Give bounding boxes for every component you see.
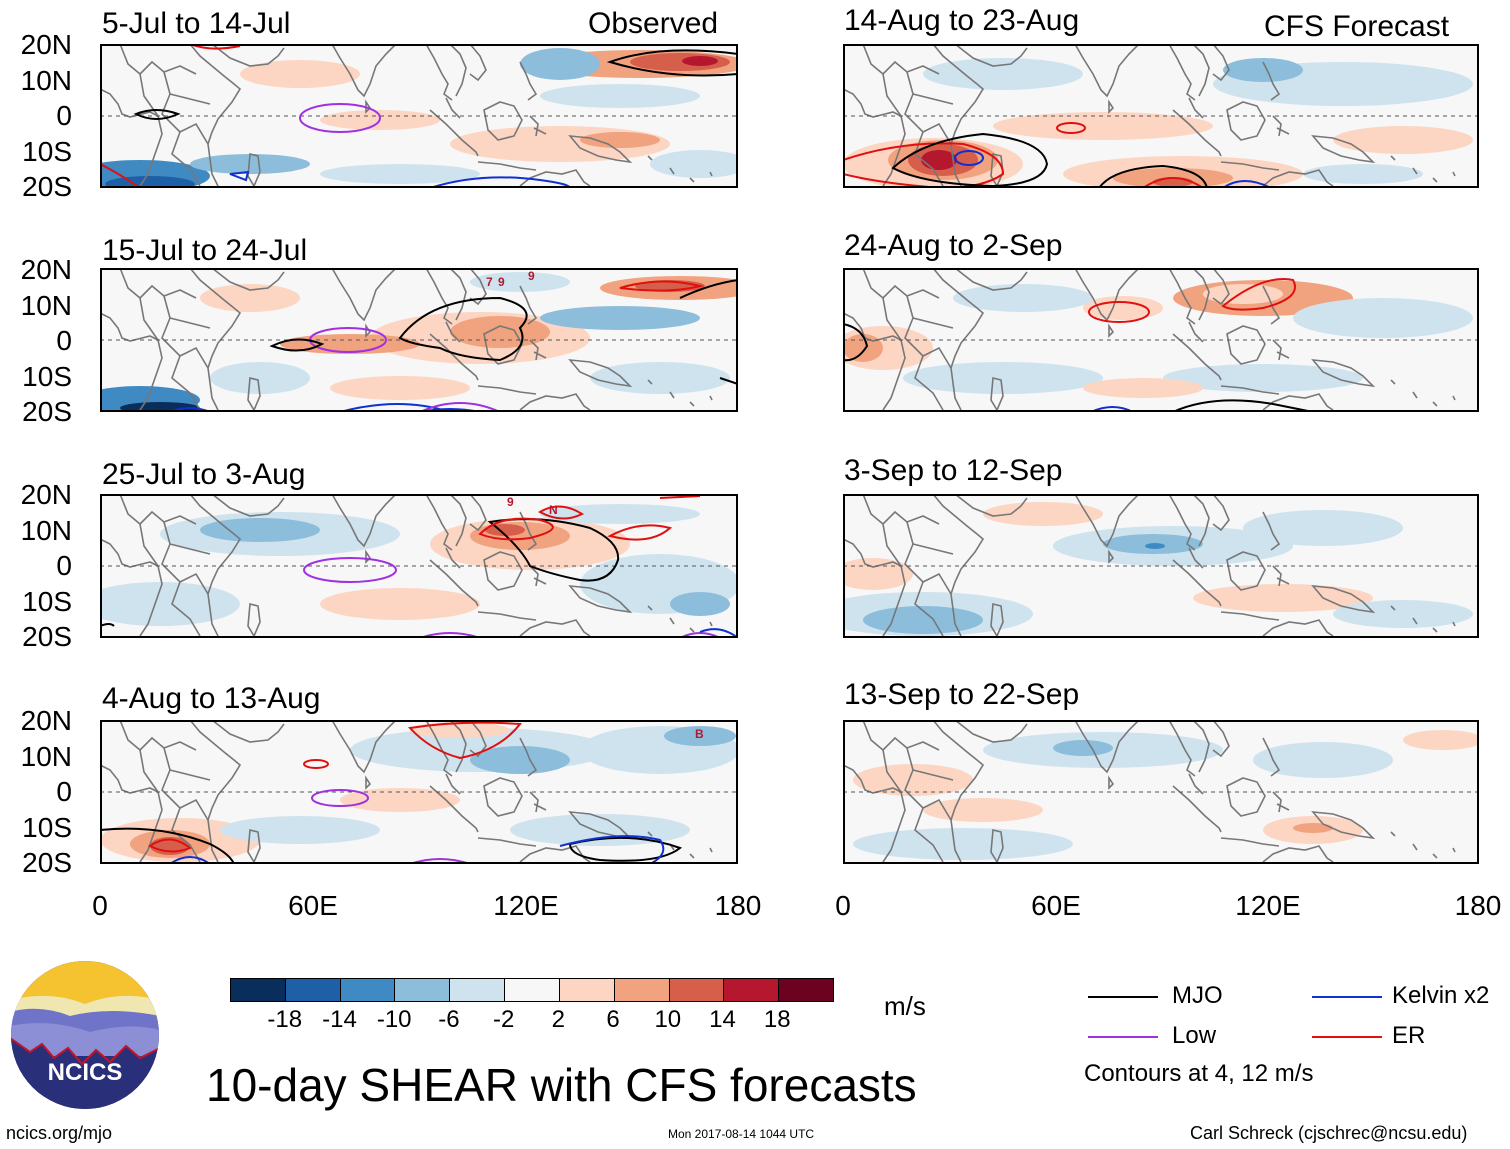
colorbar-tick-label: 6 — [606, 1006, 620, 1033]
shear-map-panel — [843, 44, 1479, 188]
lat-label: 10N — [20, 65, 72, 96]
panel-title: 4-Aug to 13-Aug — [102, 682, 321, 715]
cfs-forecast-label: CFS Forecast — [1264, 10, 1450, 43]
lat-label: 0 — [56, 100, 72, 131]
colorbar-swatch — [505, 979, 560, 1001]
ncics-logo: NCICS — [11, 961, 159, 1109]
shear-map-panel — [100, 720, 738, 864]
colorbar-swatch — [285, 979, 341, 1001]
shear-map-panel — [100, 494, 738, 638]
lat-label: 10S — [22, 361, 72, 392]
colorbar-swatch — [450, 979, 506, 1001]
lat-label: 20N — [20, 254, 72, 285]
colorbar-tick-label: 18 — [763, 1006, 791, 1033]
legend-line-low — [1088, 1036, 1158, 1038]
colorbar-units: m/s — [884, 991, 926, 1021]
panel-title: 25-Jul to 3-Aug — [102, 458, 306, 491]
legend-label-er: ER — [1392, 1022, 1426, 1049]
lon-label: 120E — [493, 890, 559, 921]
lat-label: 10S — [22, 812, 72, 843]
legend-label-mjo: MJO — [1172, 982, 1223, 1009]
panel-title: 13-Sep to 22-Sep — [844, 678, 1080, 711]
colorbar — [230, 978, 834, 1002]
colorbar-swatch — [724, 979, 780, 1001]
colorbar-swatch — [614, 979, 670, 1001]
storm-marker: 9 — [507, 495, 514, 509]
legend-line-er — [1312, 1036, 1382, 1038]
shear-map-panel — [843, 494, 1479, 638]
lon-label: 120E — [1235, 890, 1301, 921]
shear-map-panel — [843, 268, 1479, 412]
lat-label: 20N — [20, 479, 72, 510]
colorbar-tick-label: 10 — [654, 1006, 682, 1033]
lat-label: 0 — [56, 550, 72, 581]
colorbar-swatch — [559, 979, 615, 1001]
shear-map-panel — [100, 44, 738, 188]
legend: MJO Kelvin x2 Low ER Contours at 4, 12 m… — [1080, 980, 1500, 1090]
lat-label: 10S — [22, 586, 72, 617]
storm-marker: N — [549, 503, 558, 517]
lat-label: 0 — [56, 325, 72, 356]
legend-line-kelvin — [1312, 996, 1382, 998]
lon-label: 60E — [1031, 890, 1081, 921]
lat-label: 20S — [22, 847, 72, 878]
storm-marker: 9 — [498, 275, 505, 289]
observed-label: Observed — [588, 7, 719, 40]
lat-label: 20S — [22, 171, 72, 202]
footer-timestamp: Mon 2017-08-14 1044 UTC — [668, 1127, 815, 1141]
storm-marker: 7 — [486, 275, 493, 289]
panel-title: 14-Aug to 23-Aug — [844, 4, 1080, 37]
lat-label: 10N — [20, 741, 72, 772]
lon-label: 180 — [714, 890, 762, 921]
shear-map-panel — [843, 720, 1479, 864]
colorbar-tick-label: 14 — [709, 1006, 736, 1033]
colorbar-swatch — [395, 979, 451, 1001]
legend-label-kelvin: Kelvin x2 — [1392, 982, 1490, 1009]
legend-label-low: Low — [1172, 1022, 1217, 1049]
lat-label: 10S — [22, 136, 72, 167]
legend-note: Contours at 4, 12 m/s — [1084, 1060, 1314, 1087]
colorbar-tick-label: -2 — [492, 1006, 515, 1033]
lat-label: 20S — [22, 621, 72, 652]
page-title: 10-day SHEAR with CFS forecasts — [206, 1059, 917, 1111]
lat-label: 20N — [20, 705, 72, 736]
lat-label: 0 — [56, 776, 72, 807]
panel-title: 15-Jul to 24-Jul — [102, 234, 308, 267]
colorbar-tick-label: -14 — [322, 1006, 357, 1033]
colorbar-swatch — [231, 979, 286, 1001]
shear-map-panel — [100, 268, 738, 412]
colorbar-tick-label: -6 — [438, 1006, 460, 1033]
panel-title: 3-Sep to 12-Sep — [844, 454, 1063, 487]
lat-label: 10N — [20, 515, 72, 546]
colorbar-tick-label: -18 — [267, 1006, 303, 1033]
panel-title: 24-Aug to 2-Sep — [844, 229, 1063, 262]
storm-marker: B — [695, 727, 704, 741]
lon-label: 0 — [92, 890, 108, 921]
footer-url: ncics.org/mjo — [6, 1123, 113, 1143]
lon-label: 0 — [835, 890, 851, 921]
lat-label: 20S — [22, 396, 72, 427]
lon-label: 60E — [288, 890, 338, 921]
colorbar-swatch — [669, 979, 725, 1001]
lat-label: 10N — [20, 290, 72, 321]
colorbar-tick-label: -10 — [376, 1006, 412, 1033]
ncics-logo-text: NCICS — [48, 1059, 123, 1086]
lat-label: 20N — [20, 29, 72, 60]
footer-author: Carl Schreck (cjschrec@ncsu.edu) — [1190, 1123, 1468, 1143]
legend-line-mjo — [1088, 996, 1158, 998]
colorbar-tick-label: 2 — [551, 1006, 566, 1033]
colorbar-swatch — [340, 979, 396, 1001]
storm-marker: 9 — [528, 269, 535, 283]
lon-label: 180 — [1454, 890, 1502, 921]
panel-title: 5-Jul to 14-Jul — [102, 7, 291, 40]
colorbar-swatch — [779, 979, 833, 1001]
